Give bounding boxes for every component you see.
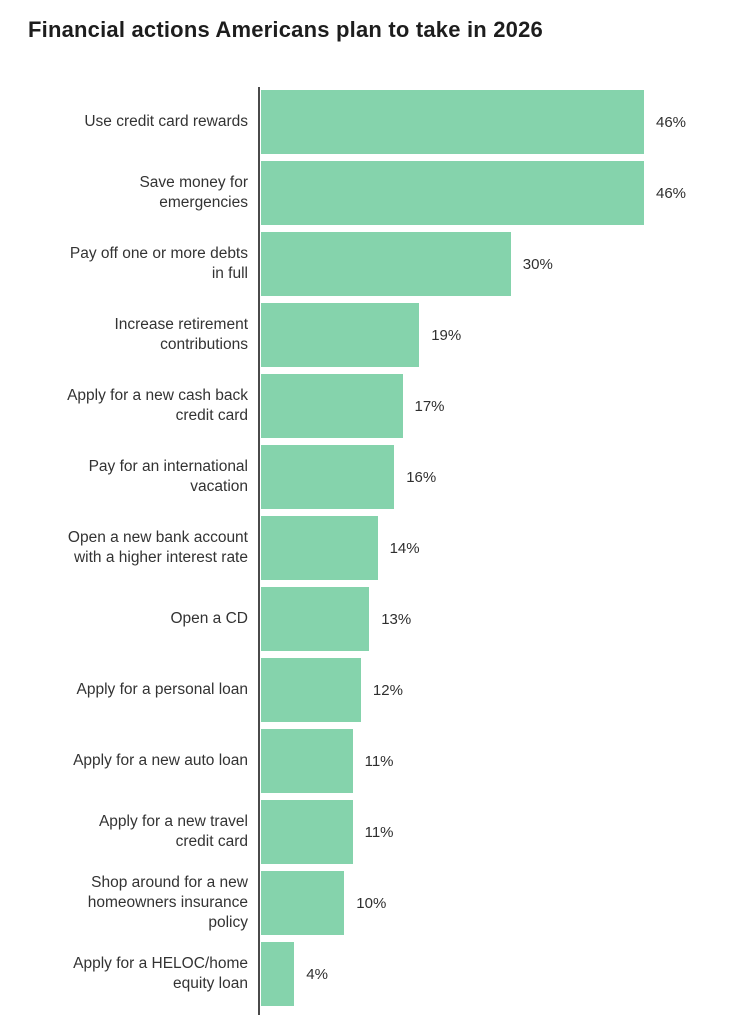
category-label: Increase retirement contributions — [114, 316, 248, 354]
value-label: 19% — [431, 326, 462, 344]
bar — [261, 303, 420, 368]
value-label: 11% — [364, 752, 394, 770]
bar — [261, 587, 370, 652]
bar-track: 19% — [261, 303, 462, 368]
category-label: Apply for a new cash back credit card — [67, 387, 248, 425]
category-label: Open a new bank account with a higher in… — [67, 529, 248, 567]
bar-row: Pay for an international vacation 16% — [0, 445, 732, 510]
category-label: Pay for an international vacation — [88, 458, 248, 496]
bar-chart: Use credit card rewards 46% Save money for… — [0, 87, 732, 1016]
value-label: 16% — [406, 468, 437, 486]
category-label: Apply for a HELOC/home equity loan — [73, 955, 248, 993]
bar-track: 11% — [261, 800, 394, 865]
bar-track: 17% — [261, 374, 445, 439]
value-label: 46% — [656, 113, 687, 131]
category-label: Pay off one or more debts in full — [69, 245, 248, 283]
bar-track: 13% — [261, 587, 412, 652]
value-label: 4% — [306, 965, 328, 983]
bar-row: Apply for a HELOC/home equity loan 4% — [0, 942, 732, 1007]
bar-row: Open a new bank account with a higher in… — [0, 516, 732, 581]
value-label: 46% — [656, 184, 687, 202]
bar-track: 30% — [261, 232, 553, 297]
category-label: Apply for a new travel credit card — [98, 813, 248, 851]
bar-row: Apply for a new travel credit card 11% — [0, 800, 732, 865]
bar-track: 10% — [261, 871, 387, 936]
category-label: Apply for a new auto loan — [73, 752, 248, 770]
bar — [261, 232, 511, 297]
bar-track: 46% — [261, 90, 687, 155]
value-label: 30% — [522, 255, 553, 273]
bar-row: Apply for a new auto loan 11% — [0, 729, 732, 794]
bar-row: Increase retirement contributions 19% — [0, 303, 732, 368]
bar-row: Pay off one or more debts in full 30% — [0, 232, 732, 297]
bar-row: Apply for a new cash back credit card 17% — [0, 374, 732, 439]
value-label: 12% — [372, 681, 403, 699]
value-label: 14% — [389, 539, 420, 557]
category-label: Shop around for a new homeowners insuran… — [87, 874, 248, 932]
bar-row: Shop around for a new homeowners insuran… — [0, 871, 732, 936]
bar-row: Open a CD 13% — [0, 587, 732, 652]
category-label: Use credit card rewards — [84, 113, 248, 131]
bar-track: 16% — [261, 445, 437, 510]
chart-title: Financial actions Americans plan to take… — [28, 17, 543, 42]
value-label: 10% — [356, 894, 387, 912]
bar — [261, 90, 644, 155]
category-label: Save money for emergencies — [139, 174, 248, 212]
bar-track: 4% — [261, 942, 328, 1007]
category-label: Open a CD — [170, 610, 248, 628]
bar — [261, 942, 295, 1007]
bar — [261, 658, 361, 723]
category-label: Apply for a personal loan — [76, 681, 248, 699]
value-label: 11% — [364, 823, 394, 841]
bar-row: Save money for emergencies 46% — [0, 161, 732, 226]
value-label: 17% — [414, 397, 445, 415]
bar — [261, 374, 403, 439]
bar-track: 14% — [261, 516, 420, 581]
bar-track: 46% — [261, 161, 687, 226]
bar — [261, 871, 345, 936]
bar-track: 12% — [261, 658, 403, 723]
y-axis-line — [258, 87, 260, 1016]
bar — [261, 800, 353, 865]
bar — [261, 445, 395, 510]
bar-rows: Use credit card rewards 46% Save money for… — [0, 90, 732, 1007]
bar-track: 11% — [261, 729, 394, 794]
bar — [261, 729, 353, 794]
bar — [261, 161, 644, 226]
bar-row: Use credit card rewards 46% — [0, 90, 732, 155]
value-label: 13% — [381, 610, 412, 628]
bar-row: Apply for a personal loan 12% — [0, 658, 732, 723]
bar — [261, 516, 378, 581]
